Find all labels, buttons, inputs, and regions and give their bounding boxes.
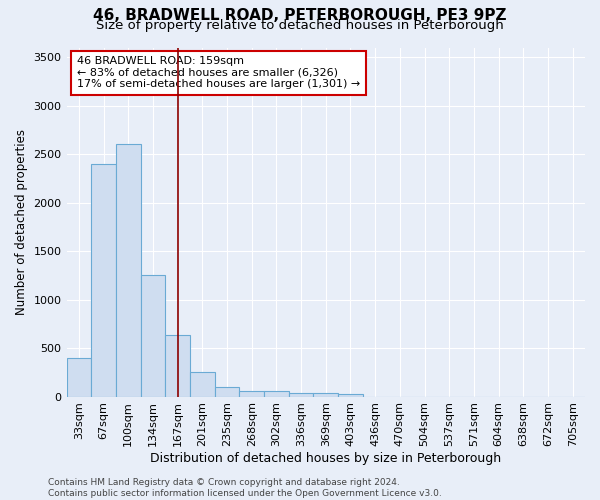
Text: Contains HM Land Registry data © Crown copyright and database right 2024.
Contai: Contains HM Land Registry data © Crown c… <box>48 478 442 498</box>
Bar <box>313 393 338 396</box>
Bar <box>264 392 289 396</box>
X-axis label: Distribution of detached houses by size in Peterborough: Distribution of detached houses by size … <box>150 452 502 465</box>
Text: Size of property relative to detached houses in Peterborough: Size of property relative to detached ho… <box>96 18 504 32</box>
Text: 46, BRADWELL ROAD, PETERBOROUGH, PE3 9PZ: 46, BRADWELL ROAD, PETERBOROUGH, PE3 9PZ <box>93 8 507 22</box>
Bar <box>165 334 190 396</box>
Bar <box>116 144 140 396</box>
Bar <box>289 392 313 396</box>
Bar <box>67 358 91 397</box>
Bar <box>190 372 215 396</box>
Bar <box>140 276 165 396</box>
Bar <box>91 164 116 396</box>
Bar <box>215 387 239 396</box>
Text: 46 BRADWELL ROAD: 159sqm
← 83% of detached houses are smaller (6,326)
17% of sem: 46 BRADWELL ROAD: 159sqm ← 83% of detach… <box>77 56 360 90</box>
Bar <box>338 394 363 396</box>
Y-axis label: Number of detached properties: Number of detached properties <box>15 129 28 315</box>
Bar <box>239 391 264 396</box>
